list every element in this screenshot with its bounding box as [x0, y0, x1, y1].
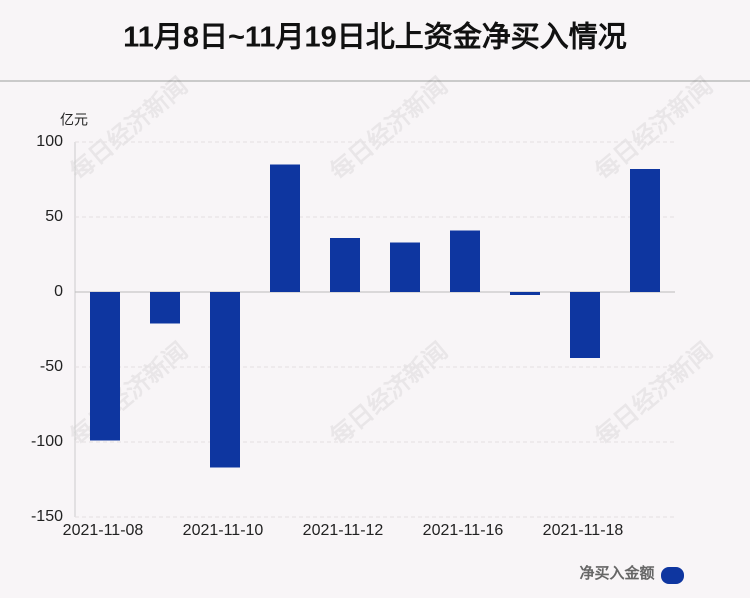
x-tick-label: 2021-11-10: [183, 522, 264, 539]
x-tick-label: 2021-11-18: [543, 522, 624, 539]
y-unit: 亿元: [60, 112, 88, 128]
y-tick-label: -100: [31, 433, 63, 450]
bar: [330, 238, 360, 292]
bar: [390, 242, 420, 292]
x-tick-label: 2021-11-12: [303, 522, 384, 539]
y-tick-label: -50: [40, 358, 63, 375]
bar: [570, 292, 600, 358]
bar: [270, 164, 300, 292]
y-tick-label: 100: [36, 133, 63, 150]
legend-swatch: [661, 567, 684, 584]
y-tick-label: 50: [45, 208, 63, 225]
x-tick-label: 2021-11-16: [423, 522, 504, 539]
bar: [150, 292, 180, 324]
x-tick-label: 2021-11-08: [63, 522, 144, 539]
bar: [630, 169, 660, 292]
y-tick-label: 0: [54, 283, 63, 300]
bar: [90, 292, 120, 441]
bar: [450, 230, 480, 292]
legend-label: 净买入金额: [579, 564, 654, 582]
y-tick-label: -150: [31, 508, 63, 525]
chart-title: 11月8日~11月19日北上资金净买入情况: [123, 20, 627, 54]
bar: [210, 292, 240, 468]
bar: [510, 292, 540, 295]
